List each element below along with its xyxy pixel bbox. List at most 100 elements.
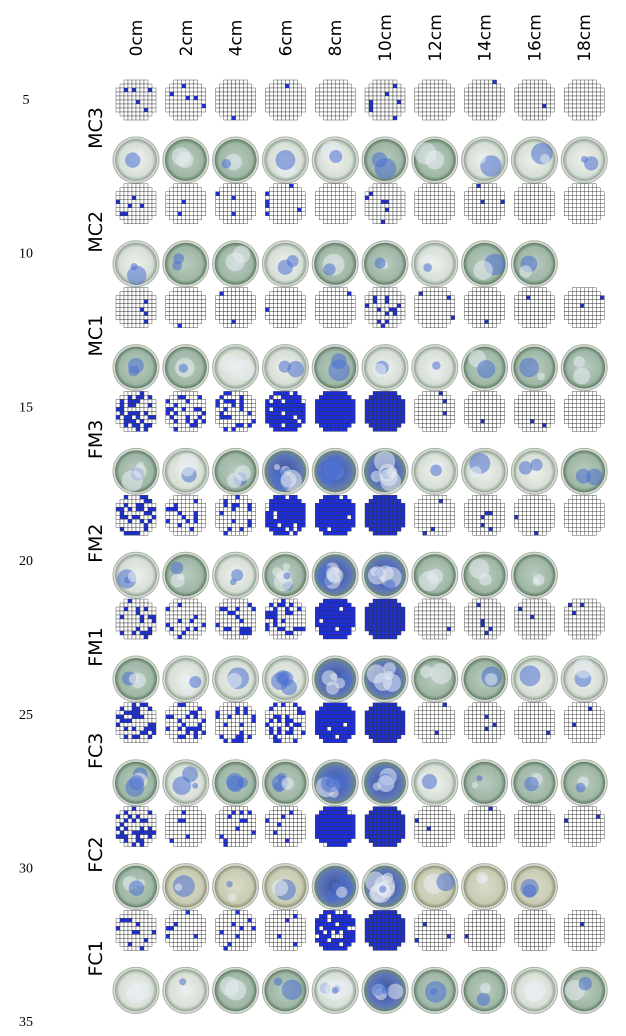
grid-cell	[181, 111, 187, 117]
grid-cell	[592, 203, 597, 209]
grid-cell	[331, 423, 336, 428]
grid-cell	[297, 291, 302, 296]
grid-cell	[368, 503, 374, 508]
grid-cell	[177, 423, 183, 428]
grid-cell	[169, 503, 175, 508]
grid-cell	[430, 83, 435, 89]
grid-cell	[572, 219, 577, 225]
grid-cell	[480, 407, 485, 412]
grid-cell	[496, 87, 501, 93]
grid-cell	[301, 211, 306, 217]
grid-cell	[281, 315, 286, 320]
grid-cell	[265, 411, 270, 416]
grid-cell	[323, 311, 328, 316]
grid-cell	[273, 407, 278, 412]
grid-cell	[518, 207, 523, 213]
grid-cell	[177, 87, 183, 93]
grid-cell	[177, 606, 183, 612]
grid-cell	[472, 183, 477, 189]
grid-cell	[584, 99, 589, 105]
grid-cell	[289, 323, 294, 328]
grid-cell	[281, 523, 286, 528]
grid-cell	[488, 495, 493, 500]
grid-cell	[273, 503, 278, 508]
grid-cell	[351, 107, 356, 113]
grid-cell	[335, 95, 340, 101]
grid-cell	[293, 311, 298, 316]
grid-cell	[518, 291, 523, 296]
grid-cell	[227, 207, 232, 213]
grid-cell	[484, 323, 489, 328]
grid-cell	[542, 211, 547, 217]
grid-cell	[572, 403, 577, 408]
grid-cell	[434, 219, 439, 225]
grid-cell	[281, 203, 286, 209]
grid-cell	[584, 291, 589, 296]
grid-cell	[223, 307, 228, 312]
grid-cell	[580, 511, 585, 516]
grid-cell	[247, 403, 252, 408]
grid-cell	[446, 107, 451, 113]
grid-cell	[235, 391, 240, 396]
grid-cell	[472, 207, 477, 213]
grid-cell	[143, 303, 149, 308]
grid-cell	[534, 419, 539, 424]
grid-cell	[522, 419, 527, 424]
grid-cell	[380, 307, 386, 312]
grid-cell	[580, 403, 585, 408]
grid-cell	[546, 99, 551, 105]
grid-cell	[147, 614, 153, 620]
grid-cell	[496, 111, 501, 117]
grid-cell	[293, 115, 298, 121]
grid-cell	[323, 203, 328, 209]
grid-cell	[139, 415, 145, 420]
grid-cell	[434, 507, 439, 512]
grid-cell	[273, 319, 278, 324]
grid-cell	[251, 295, 256, 300]
grid-cell	[235, 527, 240, 532]
grid-cell	[239, 183, 244, 189]
dish-growth	[136, 148, 145, 157]
grid-cell	[542, 507, 547, 512]
grid-cell	[127, 415, 133, 420]
grid-cell	[538, 523, 543, 528]
grid-cell	[414, 87, 419, 93]
grid-cell	[165, 191, 171, 197]
grid-cell	[181, 91, 187, 97]
grid-cell	[396, 203, 402, 209]
grid-cell	[426, 403, 431, 408]
grid-cell	[418, 211, 423, 217]
grid-cell	[201, 503, 207, 508]
grid-cell	[197, 103, 203, 109]
grid-cell	[592, 427, 597, 432]
grid-cell	[442, 531, 447, 536]
grid-cell	[347, 103, 352, 109]
grid-cell	[446, 507, 451, 512]
grid-cell	[376, 299, 382, 304]
grid-cell	[588, 83, 593, 89]
grid-cell	[400, 299, 406, 304]
grid-cell	[568, 523, 573, 528]
grid-cell	[446, 319, 451, 324]
grid-cell	[364, 299, 370, 304]
grid-cell	[165, 606, 171, 612]
grid-cell	[201, 99, 207, 105]
grid-cell	[496, 103, 501, 109]
grid-cell	[484, 511, 489, 516]
grid-cell	[231, 395, 236, 400]
grid-cell	[422, 527, 427, 532]
dish-growth	[519, 265, 532, 278]
grid-cell	[584, 303, 589, 308]
grid-cell	[388, 91, 394, 97]
grid-cell	[119, 499, 125, 504]
grid-cell	[301, 303, 306, 308]
grid-cell	[376, 87, 382, 93]
grid-cell	[331, 519, 336, 524]
grid-cell	[488, 415, 493, 420]
grid-cell	[534, 391, 539, 396]
grid-cell	[139, 103, 145, 109]
grid-cell	[189, 411, 195, 416]
grid-cell	[542, 207, 547, 213]
grid-cell	[568, 83, 573, 89]
grid-cell	[293, 83, 298, 89]
